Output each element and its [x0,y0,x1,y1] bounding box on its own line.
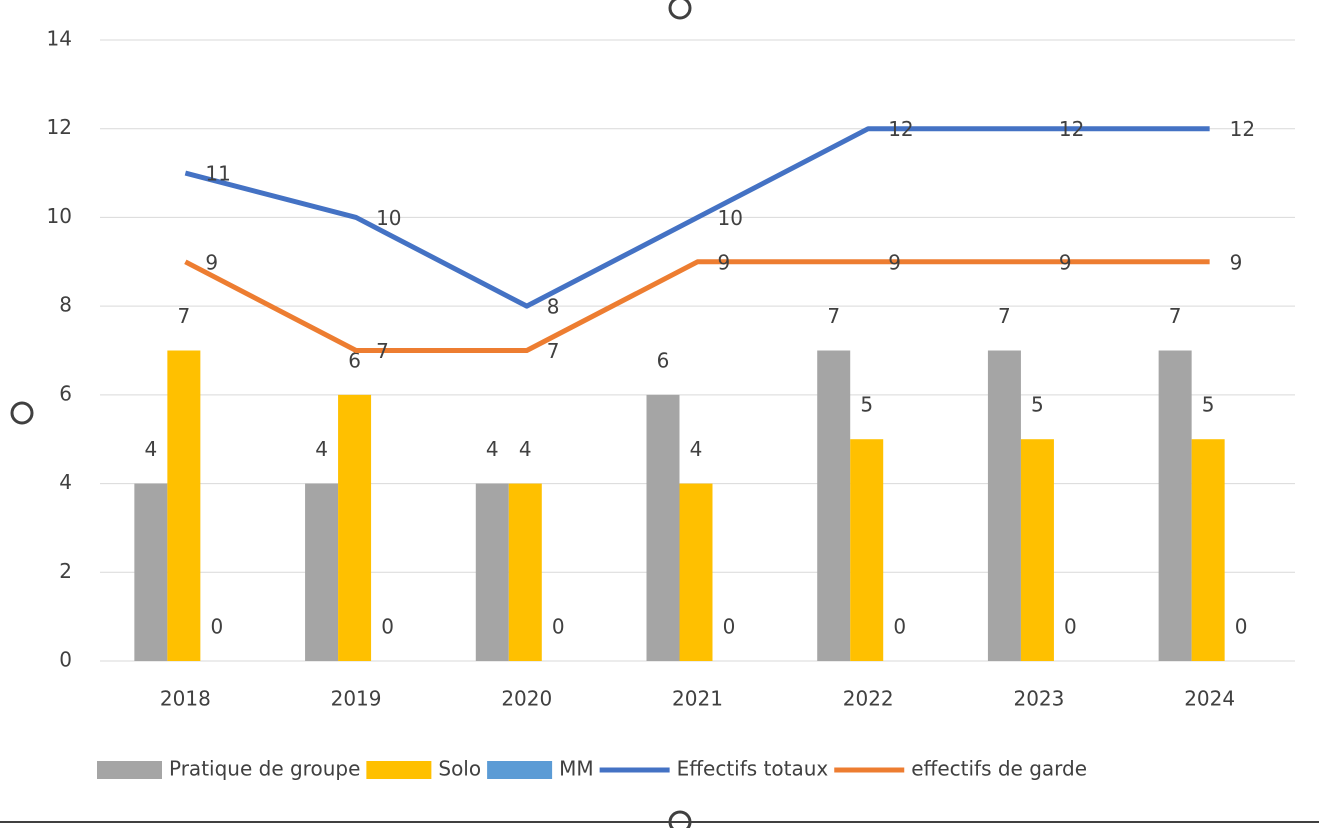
data-label: 0 [1064,615,1077,639]
data-label: 0 [552,615,565,639]
data-label: 12 [1230,117,1255,141]
data-label: 9 [1230,250,1243,274]
legend-swatch [97,761,162,779]
data-label: 6 [657,348,670,372]
data-label: 0 [1235,615,1248,639]
x-tick-label: 2021 [672,687,723,711]
bar [1191,439,1225,661]
data-label: 4 [690,437,703,461]
bar [475,483,509,661]
bar [987,350,1021,661]
data-label: 8 [547,295,560,319]
y-tick-label: 12 [47,115,72,139]
data-label: 7 [376,339,389,363]
data-label: 4 [315,437,328,461]
legend-swatch [487,761,553,779]
data-label: 5 [860,393,873,417]
bar [850,439,884,661]
y-tick-label: 2 [59,559,72,583]
bar [305,483,339,661]
bar [508,483,542,661]
legend-label: MM [559,757,594,781]
data-label: 0 [381,615,394,639]
bar [338,394,372,661]
data-label: 5 [1202,393,1215,417]
y-tick-label: 0 [59,648,72,672]
legend-label: effectifs de garde [911,757,1087,781]
data-label: 6 [348,348,361,372]
legend-label: Pratique de groupe [169,757,360,781]
data-label: 0 [893,615,906,639]
data-label: 9 [888,250,901,274]
x-tick-label: 2023 [1013,687,1064,711]
y-tick-label: 6 [59,381,72,405]
line-series [184,126,1210,309]
data-label: 4 [519,437,532,461]
data-label: 7 [1169,304,1182,328]
x-tick-label: 2020 [501,687,552,711]
line-series [184,259,1210,353]
y-tick-label: 8 [59,293,72,317]
selection-handle[interactable] [668,810,692,828]
data-label: 10 [376,206,401,230]
data-label: 0 [210,615,223,639]
bar [679,483,713,661]
x-tick-label: 2019 [331,687,382,711]
data-label: 9 [718,250,731,274]
bar [817,350,851,661]
data-label: 5 [1031,393,1044,417]
y-tick-label: 10 [47,204,72,228]
data-label: 12 [1059,117,1084,141]
bar [167,350,201,661]
y-tick-label: 14 [47,27,72,51]
legend-label: Effectifs totaux [677,757,829,781]
data-label: 7 [998,304,1011,328]
x-tick-label: 2018 [160,687,211,711]
selection-handle[interactable] [668,0,692,20]
bar [134,483,168,661]
x-tick-label: 2024 [1184,687,1235,711]
legend-label: Solo [438,757,481,781]
bar [646,394,680,661]
bar [1158,350,1192,661]
bar [1020,439,1054,661]
data-label: 10 [718,206,743,230]
data-label: 4 [486,437,499,461]
data-label: 7 [827,304,840,328]
data-label: 9 [205,250,218,274]
data-label: 7 [177,304,190,328]
legend-swatch [366,761,432,779]
data-label: 9 [1059,250,1072,274]
data-label: 0 [723,615,736,639]
y-tick-label: 4 [59,470,72,494]
data-label: 7 [547,339,560,363]
x-tick-label: 2022 [843,687,894,711]
data-label: 12 [888,117,913,141]
selection-handle[interactable] [10,401,34,425]
data-label: 11 [205,162,230,186]
data-label: 4 [144,437,157,461]
